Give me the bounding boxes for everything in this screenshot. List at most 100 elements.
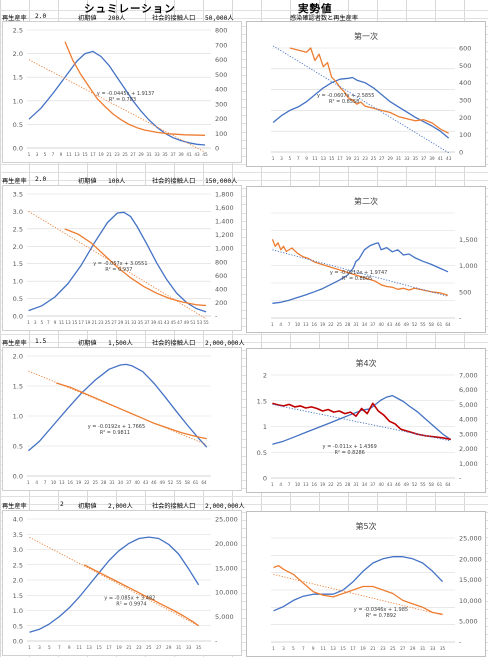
- y-right-tick-label: 1,000: [459, 262, 478, 270]
- x-tick-label: 43: [387, 482, 393, 487]
- x-tick-label: 61: [437, 322, 443, 327]
- sim-chart-1[interactable]: 0.0 0.5 1.0 1.5 2.0 2.5 0 100 200 300 400 500 600 700…: [2, 21, 242, 163]
- x-tick-label: 15: [72, 320, 78, 325]
- y-right-tick-label: 10,000: [215, 589, 238, 597]
- sim-chart-3[interactable]: 0.0 0.5 1.0 1.5 2.0 1 4 7 10 13 16 19 22 25 28 31 34 37 40…: [2, 347, 242, 491]
- x-tick-label: 9: [312, 646, 315, 651]
- x-tick-label: 1: [272, 646, 275, 651]
- x-tick-label: 19: [76, 480, 82, 485]
- x-tick-label: 19: [320, 322, 326, 327]
- x-tick-label: 33: [430, 646, 436, 651]
- x-tick-label: 4: [279, 322, 282, 327]
- initial-label: 初期値: [78, 501, 97, 510]
- x-tick-label: 43: [164, 320, 170, 325]
- y-left-tick-label: 3.5: [13, 531, 23, 539]
- actual-chart-1[interactable]: 第一次 0 100 200 300 400 500 600 1 3 5 7 9 11 13 15 17 19 21 2…: [246, 21, 486, 167]
- x-tick-label: 27: [111, 320, 117, 325]
- y-right-tick-label: 600: [215, 56, 227, 64]
- x-tick-label: 31: [176, 645, 182, 650]
- y-left-tick-label: 1.5: [257, 397, 267, 405]
- x-tick-label: 61: [437, 482, 443, 487]
- y-left-tick-label: 0.5: [13, 443, 23, 451]
- grid-row-line: [0, 10, 488, 11]
- x-tick-label: 19: [85, 320, 91, 325]
- y-right-tick-label: -: [459, 475, 462, 483]
- x-tick-label: 27: [400, 646, 406, 651]
- x-tick-label: 15: [82, 152, 88, 157]
- x-tick-label: 35: [440, 646, 446, 651]
- y-left-tick-label: 1.5: [13, 260, 23, 268]
- y-right-tick-label: 7,000: [459, 372, 478, 380]
- y-right-tick-label: 400: [215, 86, 227, 94]
- y-right-tick-label: 500: [459, 62, 471, 70]
- x-tick-label: 31: [420, 646, 426, 651]
- x-tick-label: 17: [106, 645, 112, 650]
- x-tick-label: 34: [362, 322, 368, 327]
- y-left-tick-label: 1.0: [13, 278, 23, 286]
- trend-r2: R² = 0.7892: [366, 613, 396, 619]
- actual-chart-4[interactable]: 第4次 0 0.5 1 1.5 2 - 1,000 2,000 3,000 4,000 5,000 6,…: [246, 348, 486, 493]
- x-tick-label: 7: [52, 152, 55, 157]
- x-tick-label: 3: [36, 152, 39, 157]
- network-label: 社会的接触人口: [152, 176, 195, 185]
- y-right-tick-label: 5,000: [215, 613, 234, 621]
- x-tick-label: 9: [60, 152, 63, 157]
- x-tick-label: 41: [157, 320, 163, 325]
- x-tick-label: 5: [40, 320, 43, 325]
- grid-row-line: [0, 180, 488, 181]
- x-tick-label: 25: [371, 156, 377, 161]
- x-tick-label: 3: [280, 156, 283, 161]
- trend-r2: R² = 0.8286: [335, 450, 365, 456]
- network-value: 2,000,000人: [205, 338, 245, 347]
- x-tick-label: 7: [58, 645, 61, 650]
- y-left-tick-label: 0.5: [13, 295, 23, 303]
- y-left-tick-label: 0.5: [257, 449, 267, 457]
- sim-chart-2[interactable]: 0.0 0.5 1.0 1.5 2.0 2.5 3.0 3.5 - 200 400 600 800 1,0…: [2, 185, 242, 331]
- x-tick-label: 22: [328, 482, 334, 487]
- x-tick-label: 1: [28, 645, 31, 650]
- y-right-tick-label: 15,000: [215, 564, 238, 572]
- x-tick-label: 58: [429, 482, 435, 487]
- y-right-tick-label: 200: [215, 115, 227, 123]
- sim-chart-4[interactable]: 0.0 0.5 1.0 1.5 2.0 2.5 3.0 3.5 4.0 - 5,000 10,000 1…: [2, 510, 242, 656]
- y-left-tick-label: 2.5: [13, 27, 23, 35]
- y-right-tick-label: 800: [215, 27, 227, 35]
- x-tick-label: 15: [96, 645, 102, 650]
- series-line: [272, 396, 450, 445]
- actual-chart-5[interactable]: 第5次 -5,000 10,000 15,000 20,000 25,000 1 3 5 7 9 11…: [246, 511, 486, 657]
- series-line: [65, 229, 206, 306]
- x-tick-label: 39: [151, 320, 157, 325]
- x-tick-label: 40: [378, 322, 384, 327]
- x-tick-label: 1: [271, 482, 274, 487]
- series-line: [273, 78, 449, 139]
- x-tick-label: 11: [321, 646, 327, 651]
- actual-chart-2[interactable]: 第二次 - 500 1,000 1,500 1 4 7 10 13 16 19 22 25 28 31 34 37…: [246, 186, 486, 333]
- x-tick-label: 17: [350, 646, 356, 651]
- x-tick-label: 37: [370, 482, 376, 487]
- x-tick-label: 46: [395, 322, 401, 327]
- x-tick-label: 4: [279, 482, 282, 487]
- x-tick-label: 40: [134, 480, 140, 485]
- x-tick-label: 29: [410, 646, 416, 651]
- y-right-tick-label: 20,000: [459, 555, 482, 563]
- y-right-tick-label: 400: [215, 285, 227, 293]
- y-left-tick-label: 0.5: [13, 622, 23, 630]
- y-left-tick-label: 1.5: [13, 383, 23, 391]
- y-left-tick-label: 1.0: [13, 413, 23, 421]
- x-tick-label: 10: [295, 482, 301, 487]
- y-right-tick-label: 20,000: [215, 540, 238, 548]
- x-tick-label: 43: [194, 152, 200, 157]
- x-tick-label: 25: [105, 320, 111, 325]
- x-tick-label: 49: [184, 320, 190, 325]
- x-tick-label: 21: [370, 646, 376, 651]
- x-tick-label: 27: [379, 156, 385, 161]
- initial-value: 1,500人: [108, 338, 133, 347]
- x-tick-label: 4: [35, 480, 38, 485]
- trend-r2: R² = 0.8558: [329, 99, 359, 105]
- y-right-tick-label: 4,000: [459, 416, 478, 424]
- x-tick-label: 1: [272, 156, 275, 161]
- x-tick-label: 47: [177, 320, 183, 325]
- x-tick-label: 34: [362, 482, 368, 487]
- x-tick-label: 13: [65, 320, 71, 325]
- y-left-tick-label: 0: [263, 475, 267, 483]
